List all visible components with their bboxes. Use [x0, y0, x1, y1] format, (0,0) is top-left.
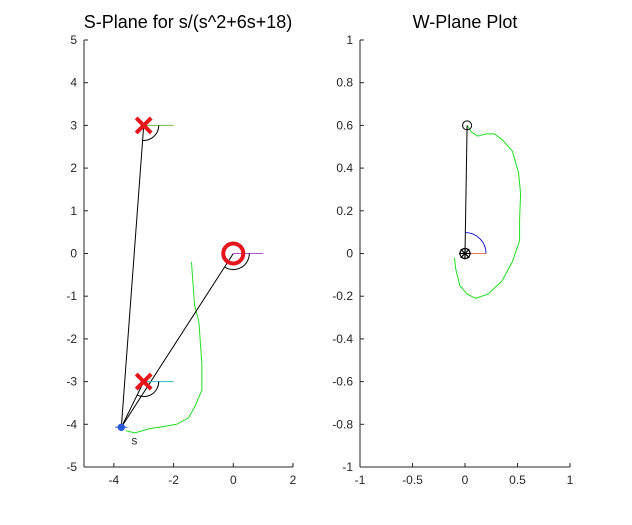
w-plane-x-tick-label: -0.5	[402, 473, 423, 487]
w-plane-axes: W-Plane Plot -1 -0.8 -0.6 -0.4 -0.2 0 0.2 0.4 0.…	[332, 12, 573, 487]
w-plane-y-tick-label: 0.2	[336, 204, 353, 218]
w-plane-x-tick-label: 0	[462, 473, 469, 487]
w-plane-y-tick-label: 1	[346, 33, 353, 47]
w-plane-title: W-Plane Plot	[413, 12, 518, 32]
s-plane-y-tick-label: 2	[70, 161, 77, 175]
s-plane-y-tick-label: -2	[66, 332, 77, 346]
w-plane-y-tick-label: 0.4	[336, 161, 353, 175]
w-plane-y-tick-label: -0.6	[332, 375, 353, 389]
s-plane-axes: S-Plane for s/(s^2+6s+18) -5 -4 -3 -2 -1 0 1 2 3…	[66, 12, 296, 487]
s-plane-y-tick-label: 0	[70, 247, 77, 261]
s-plane-pole-marker	[134, 116, 153, 135]
s-plane-pole-vector	[120, 125, 145, 428]
s-plane-y-tick-label: 3	[70, 118, 77, 132]
s-plane-pole-angle-arc	[142, 125, 160, 141]
s-plane-zero-marker	[221, 241, 246, 266]
s-plane-y-tick-label: 5	[70, 33, 77, 47]
s-plane-pole-marker	[134, 372, 153, 391]
s-plane-y-tick-label: 4	[70, 76, 77, 90]
s-plane-x-tick-label: -4	[109, 473, 120, 487]
s-plane-zero-vector	[120, 253, 234, 428]
w-plane-y-tick-label: 0.6	[336, 118, 353, 132]
w-plane-x-tick-label: -1	[355, 473, 366, 487]
w-plane-image-vector	[464, 125, 468, 254]
s-plane-y-tick-label: 1	[70, 204, 77, 218]
s-plane-test-point-label: s	[131, 433, 137, 447]
s-plane-pole-angle-arc	[136, 381, 160, 398]
s-plane-trace-line	[125, 261, 203, 434]
s-plane-y-tick-label: -5	[66, 460, 77, 474]
w-plane-x-tick-label: 0.5	[509, 473, 526, 487]
s-plane-x-tick-label: -2	[168, 473, 179, 487]
w-plane-y-tick-label: -0.8	[332, 417, 353, 431]
w-plane-y-tick-label: 0.8	[336, 76, 353, 90]
s-plane-pole-vector	[120, 381, 145, 428]
w-plane-y-tick-label: -0.2	[332, 289, 353, 303]
s-plane-pole-stroke	[134, 116, 153, 135]
s-plane-zero-angle-arc	[224, 253, 250, 271]
s-plane-title: S-Plane for s/(s^2+6s+18)	[84, 12, 293, 32]
w-plane-y-tick-label: 0	[346, 247, 353, 261]
w-plane-origin-marker	[459, 247, 471, 260]
s-plane-y-tick-label: -3	[66, 375, 77, 389]
s-plane-y-tick-label: -4	[66, 417, 77, 431]
w-plane-y-tick-label: -1	[342, 460, 353, 474]
w-plane-angle-arc	[465, 232, 487, 254]
s-plane-x-tick-label: 0	[230, 473, 237, 487]
s-plane-pole-stroke	[134, 372, 153, 391]
w-plane-origin-asterisk-stroke	[460, 248, 470, 259]
w-plane-y-tick-label: -0.4	[332, 332, 353, 346]
w-plane-image-point	[462, 120, 473, 131]
w-plane-x-tick-label: 1	[567, 473, 574, 487]
s-plane-y-tick-label: -1	[66, 289, 77, 303]
w-plane-trace-line	[454, 125, 522, 299]
s-plane-x-tick-label: 2	[290, 473, 297, 487]
